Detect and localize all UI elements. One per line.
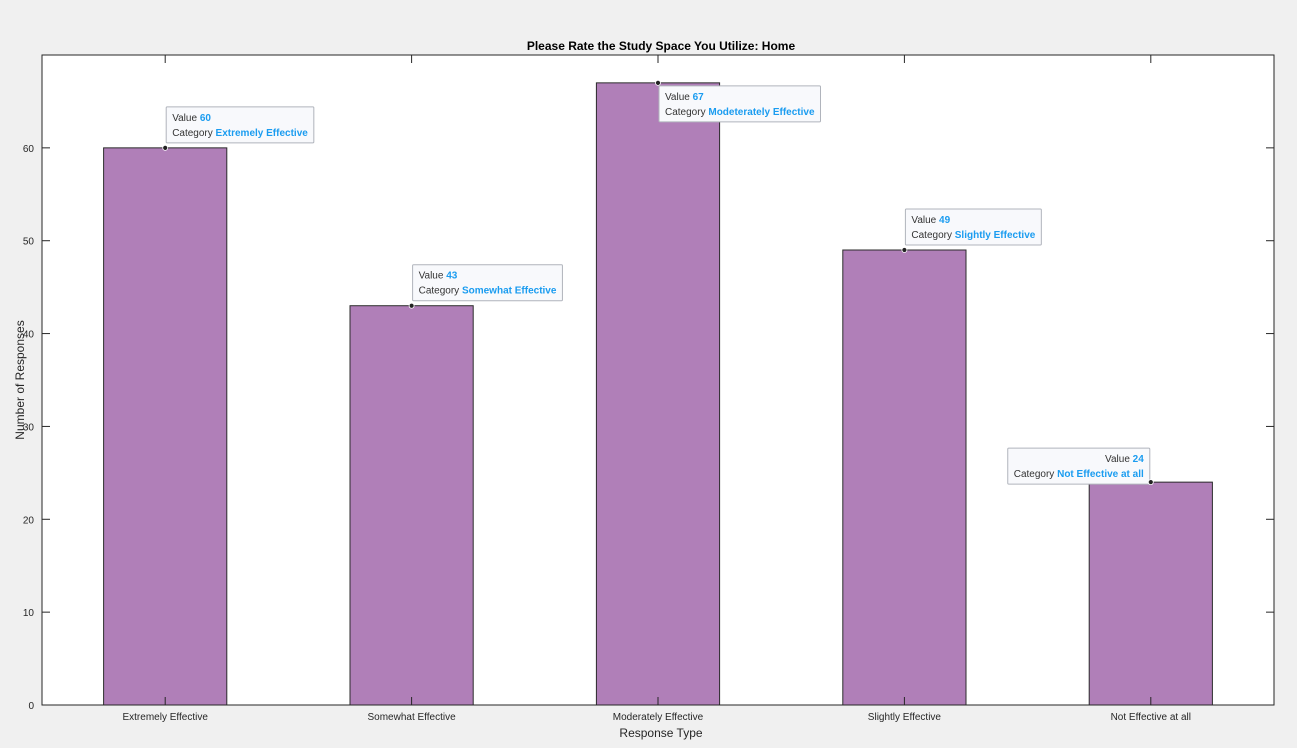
x-tick-label: Somewhat Effective <box>367 712 456 723</box>
datatip-category-row-value: Modeterately Effective <box>708 107 815 118</box>
y-tick-label: 40 <box>23 330 35 341</box>
y-axis-label: Number of Responses <box>13 320 27 439</box>
x-axis-label: Response Type <box>619 726 702 740</box>
datatip-box <box>904 208 1042 246</box>
datatip-value-row-label: Value <box>911 215 939 226</box>
datatip-value-row: Value 24 <box>1105 454 1144 465</box>
y-tick-label: 30 <box>23 422 35 433</box>
y-tick-label: 20 <box>23 515 35 526</box>
datatip-box <box>1007 447 1151 485</box>
bar <box>595 82 721 706</box>
datatip-box <box>658 85 822 123</box>
datatip-category-row: Category Slightly Effective <box>911 230 1035 241</box>
datatip-category-row-label: Category <box>665 107 708 118</box>
datatip-marker <box>655 79 661 86</box>
bars-group <box>103 82 1213 706</box>
x-tick-label: Extremely Effective <box>122 712 208 723</box>
datatip-marker <box>1147 479 1154 486</box>
datatip-value-row-value: 43 <box>446 271 458 282</box>
x-tick-label: Moderately Effective <box>613 712 704 723</box>
bar <box>1088 481 1213 706</box>
datatip-category-row: Category Modeterately Effective <box>665 107 815 118</box>
y-tick-label: 50 <box>23 237 35 248</box>
chart-title: Please Rate the Study Space You Utilize:… <box>527 39 796 53</box>
datatip-value-row-value: 67 <box>693 92 705 103</box>
datatip-marker <box>408 302 415 309</box>
ticks-group: Extremely Effective Somewhat Effective Mod… <box>23 55 1274 723</box>
datatip-category-row-label: Category <box>911 230 954 241</box>
datatip-category-row-value: Extremely Effective <box>216 128 309 139</box>
y-tick-label: 0 <box>28 701 34 712</box>
datatip-box <box>412 264 563 302</box>
datatip: Value 43 Category Somewhat Effective <box>408 264 563 309</box>
datatip: Value 60 Category Extremely Effective <box>162 106 315 151</box>
datatip: Value 24 Category Not Effective at all <box>1007 447 1154 486</box>
datatip-category-row-value: Somewhat Effective <box>462 286 557 297</box>
datatip-value-row-label: Value <box>1105 454 1133 465</box>
datatip-marker <box>162 144 169 151</box>
datatip-value-row: Value 60 <box>172 113 211 124</box>
datatip-value-row-value: 49 <box>939 215 951 226</box>
x-tick-label: Slightly Effective <box>868 712 942 723</box>
datatip-value-row-label: Value <box>419 271 447 282</box>
datatip-category-row-label: Category <box>419 286 462 297</box>
datatip-marker <box>901 247 908 253</box>
datatip-value-row-value: 24 <box>1133 454 1145 465</box>
datatip-category-row-label: Category <box>1014 469 1057 480</box>
x-tick-label: Not Effective at all <box>1111 712 1191 723</box>
datatip-category-row-value: Not Effective at all <box>1057 469 1144 480</box>
datatip-category-row-value: Slightly Effective <box>955 230 1036 241</box>
bar <box>842 249 967 706</box>
datatip-category-row: Category Extremely Effective <box>172 128 308 139</box>
y-tick-label: 10 <box>23 608 35 619</box>
datatip-value-row-label: Value <box>665 92 693 103</box>
datatip-value-row: Value 43 <box>419 271 458 282</box>
datatip-category-row: Category Somewhat Effective <box>419 286 557 297</box>
bar <box>103 147 228 706</box>
datatip: Value 49 Category Slightly Effective <box>901 208 1042 253</box>
bar <box>349 305 474 706</box>
axes-box <box>41 54 1275 706</box>
datatip-category-row: Category Not Effective at all <box>1014 469 1144 480</box>
datatip-value-row-value: 60 <box>200 113 212 124</box>
datatip-value-row: Value 49 <box>911 215 950 226</box>
datatip-category-row-label: Category <box>172 128 215 139</box>
datatip-value-row-label: Value <box>172 113 200 124</box>
datatip-box <box>165 106 315 144</box>
y-tick-label: 60 <box>23 144 35 155</box>
datatip: Value 67 Category Modeterately Effective <box>655 79 822 123</box>
datatip-value-row: Value 67 <box>665 92 704 103</box>
